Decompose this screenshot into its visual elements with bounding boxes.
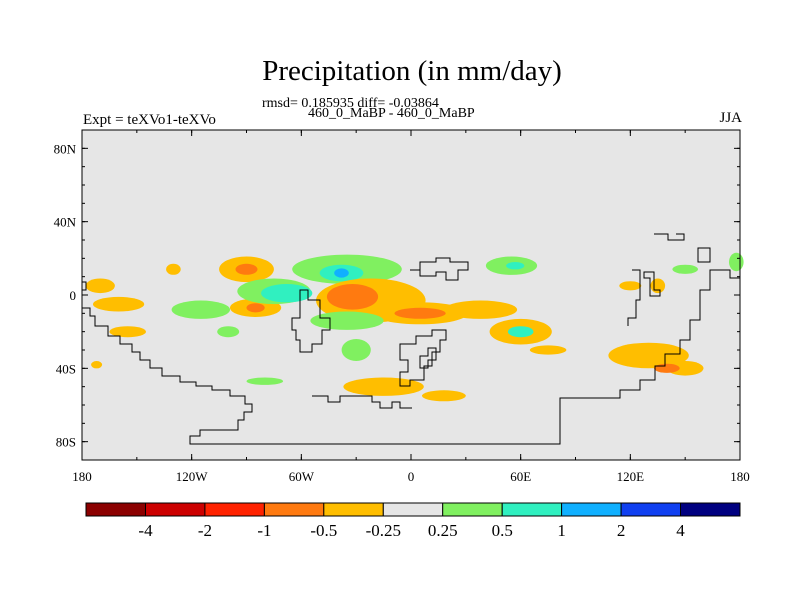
coastline-arabia (410, 257, 469, 281)
lon-tick-label: 120W (176, 469, 209, 484)
colorbar-swatch (501, 502, 563, 517)
colorbar-label: -2 (198, 521, 212, 540)
anomaly-region-31 (654, 363, 680, 373)
anomaly-region-37 (166, 263, 181, 275)
lon-tick-label: 120E (617, 469, 645, 484)
colorbar-label: 1 (557, 521, 566, 540)
lat-tick-label: 40S (56, 361, 76, 376)
colorbar-label: -1 (257, 521, 271, 540)
colorbar-label: -0.5 (310, 521, 337, 540)
anomaly-region-21 (422, 390, 466, 402)
anomaly-region-6 (235, 263, 258, 275)
anomaly-region-34 (672, 264, 698, 274)
colorbar-swatch (204, 502, 265, 517)
map-title: Precipitation (in mm/day) (262, 55, 562, 87)
anomaly-region-18 (310, 311, 384, 330)
anomaly-region-10 (261, 284, 313, 303)
case-comparison-label: 460_0_MaBP - 460_0_MaBP (308, 106, 475, 121)
anomaly-region-20 (343, 377, 424, 396)
colorbar-label: -4 (138, 521, 153, 540)
anomaly-region-22 (246, 377, 284, 385)
anomaly-region-1 (93, 296, 145, 312)
anomaly-region-17 (394, 307, 446, 319)
coastline-east-asia (627, 269, 661, 326)
colorbar-swatch (263, 502, 325, 517)
coastline-australia (697, 247, 711, 263)
colorbar-swatch (620, 502, 682, 517)
anomaly-region-13 (334, 268, 349, 278)
anomaly-region-30 (666, 361, 704, 376)
anomaly-contours (85, 252, 744, 402)
experiment-label: Expt = teXVo1-teXVo (83, 112, 216, 128)
anomaly-region-29 (608, 342, 689, 369)
lat-tick-label: 80N (54, 141, 77, 156)
anomaly-region-32 (619, 281, 642, 291)
anomaly-region-0 (85, 278, 115, 294)
lon-tick-label: 180 (730, 469, 750, 484)
anomaly-region-27 (529, 345, 567, 355)
anomaly-region-19 (341, 339, 371, 361)
colorbar-swatch (680, 502, 741, 517)
coastlines (82, 233, 740, 445)
anomaly-region-2 (109, 326, 146, 338)
colorbar-label: 0.5 (492, 521, 513, 540)
anomaly-region-26 (507, 326, 534, 338)
colorbar: -4 -2 -1 -0.5 -0.25 0.25 0.5 1 2 4 (85, 502, 741, 540)
lat-tick-label: 0 (70, 288, 77, 303)
colorbar-swatch (323, 502, 384, 517)
anomaly-region-4 (217, 326, 240, 338)
colorbar-label: -0.25 (366, 521, 401, 540)
coastline-south-america (82, 269, 740, 445)
coastline-africa (291, 289, 331, 353)
anomaly-region-3 (171, 300, 230, 319)
anomaly-region-35 (729, 252, 744, 272)
anomaly-region-33 (650, 278, 666, 294)
colorbar-swatch (382, 502, 444, 517)
colorbar-label: 2 (617, 521, 626, 540)
colorbar-swatch (85, 502, 146, 517)
anomaly-region-8 (246, 303, 265, 313)
lon-tick-label: 180 (72, 469, 92, 484)
season-label: JJA (719, 110, 742, 126)
rmsd-diff-label: rmsd= 0.185935 diff= -0.03864 (262, 96, 439, 111)
map-axes: 80N 40N 0 40S 80S 180 120W 60W 0 60E 120E 180 (54, 129, 750, 484)
coastline-southern-ridge (312, 395, 412, 409)
colorbar-label: 0.25 (428, 521, 458, 540)
lon-tick-label: 60W (289, 469, 315, 484)
lon-tick-label: 60E (510, 469, 531, 484)
anomaly-region-36 (91, 361, 103, 369)
coastline-southern-continent (399, 329, 447, 387)
coastline-island-b (654, 233, 685, 241)
colorbar-swatch (442, 502, 503, 517)
colorbar-swatch (561, 502, 622, 517)
lon-tick-label: 0 (408, 469, 415, 484)
lat-tick-label: 80S (56, 435, 76, 450)
coastline-island-a (419, 347, 437, 369)
anomaly-region-24 (506, 262, 525, 270)
colorbar-label: 4 (676, 521, 685, 540)
lat-tick-label: 40N (54, 215, 77, 230)
anomaly-region-28 (443, 300, 518, 319)
colorbar-swatch (145, 502, 206, 517)
anomaly-region-15 (326, 284, 379, 310)
